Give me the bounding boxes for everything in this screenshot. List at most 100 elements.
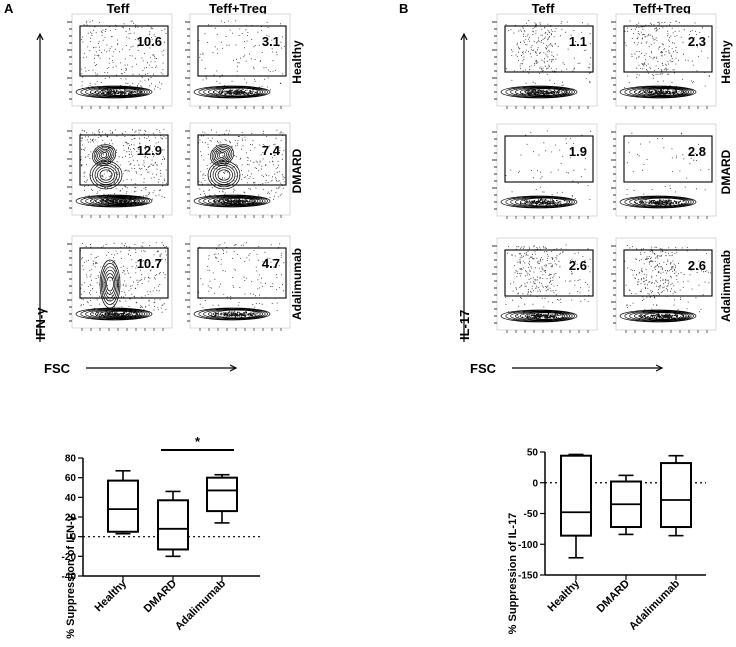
gate-percentage: 1.1 <box>569 34 587 49</box>
gate-percentage: 7.4 <box>262 143 281 158</box>
contour-line <box>218 152 226 158</box>
contour-line <box>629 310 692 322</box>
flow-plot: 10.7 <box>67 235 173 331</box>
contour-line <box>500 85 578 99</box>
gate-rectangle <box>79 25 169 77</box>
gate-percentage: 3.1 <box>262 34 280 49</box>
iqr-box <box>157 499 189 551</box>
box-dmard <box>610 474 642 536</box>
contour-line <box>638 197 687 207</box>
contour-line <box>97 148 111 162</box>
flow-cytometry-layer: A Teff Teff+Treg IFN-γ FSC Healthy 10.6 3.1 DMAR… <box>4 1 733 376</box>
contour-line <box>193 307 271 321</box>
contour-line <box>634 87 690 97</box>
column-header: Teff+Treg <box>633 1 691 16</box>
contour-line <box>519 311 568 321</box>
contour-line <box>524 312 566 320</box>
contour-line <box>99 88 141 96</box>
contour-line <box>624 86 694 98</box>
box-healthy <box>560 453 592 559</box>
gate-rectangle <box>504 25 594 73</box>
flow-plot: 1.1 <box>492 13 598 109</box>
contour-line <box>515 311 571 321</box>
gate-percentage: 2.6 <box>688 258 706 273</box>
row-label: Healthy <box>719 40 733 84</box>
contour-line <box>193 194 271 208</box>
category-label: Adalimumab <box>173 577 228 632</box>
gate-percentage: 2.8 <box>688 144 706 159</box>
contour-line <box>203 86 266 98</box>
contour-line <box>91 144 117 166</box>
population-cloud <box>516 88 570 96</box>
y-tick-label: 80 <box>65 454 77 465</box>
contour-line <box>624 196 694 208</box>
contour-line <box>198 195 268 207</box>
population-cloud <box>91 198 144 206</box>
contour-line <box>99 259 121 309</box>
gate-rectangle <box>197 247 287 299</box>
population-cloud <box>517 198 570 207</box>
contour-line <box>510 86 573 98</box>
y-tick-label: 50 <box>527 448 539 459</box>
contour-line <box>211 145 233 165</box>
contour-line <box>193 85 271 99</box>
contour-line <box>80 86 150 98</box>
contour-line <box>638 311 687 321</box>
column-header: Teff <box>532 1 556 16</box>
category-label: DMARD <box>595 578 632 615</box>
contour-line <box>643 312 685 320</box>
contour-line <box>212 196 261 206</box>
contour-line <box>203 308 266 320</box>
event-dots <box>198 129 285 200</box>
column-header: Teff+Treg <box>209 1 267 16</box>
panel-letter: A <box>4 1 14 16</box>
population-cloud <box>211 88 258 96</box>
box-plot: -150 -100 -50 0 50 % Suppression of IL-17 Heal… <box>507 448 706 634</box>
contour-line <box>106 276 114 292</box>
contour-line <box>619 195 697 209</box>
contour-line <box>100 263 120 305</box>
contour-line <box>90 196 146 206</box>
contour-line <box>215 167 233 183</box>
contour-line <box>634 311 690 321</box>
box-healthy <box>107 469 139 535</box>
contour-line <box>519 87 568 97</box>
panel-letter: B <box>399 1 408 16</box>
gate-percentage: 2.3 <box>688 34 706 49</box>
contour-line <box>198 308 268 320</box>
y-tick-label: -150 <box>518 571 538 582</box>
row-label: DMARD <box>290 148 304 193</box>
contour-line <box>510 310 573 322</box>
event-dots <box>505 244 591 315</box>
flow-plot: 10.6 <box>67 13 173 109</box>
x-axis-label: FSC <box>470 361 497 376</box>
contour-line <box>215 148 229 162</box>
flow-plot: 12.9 <box>67 122 173 218</box>
contour-line <box>75 194 153 208</box>
gate-rectangle <box>623 249 713 297</box>
y-tick-label: 0 <box>70 532 76 543</box>
box-adalimumab <box>660 454 692 537</box>
contour-line <box>99 169 113 181</box>
contour-line <box>104 273 116 295</box>
contour-line <box>203 195 266 207</box>
contour-line <box>500 195 578 209</box>
contour-line <box>104 310 138 318</box>
y-tick-label: -40 <box>62 572 77 583</box>
contour-line <box>619 309 697 323</box>
category-label: Healthy <box>546 577 583 614</box>
contour-line <box>216 150 228 160</box>
contour-line <box>99 310 141 318</box>
contour-line <box>217 197 259 205</box>
y-tick-label: 40 <box>65 493 77 504</box>
gate-rectangle <box>197 25 287 77</box>
contour-line <box>89 160 123 190</box>
contour-line <box>102 266 118 302</box>
box-plot: -40 -20 0 20 40 60 80 % Suppression of IFN-γ Hea… <box>62 434 260 639</box>
contour-line <box>510 196 573 208</box>
population-cloud <box>634 199 685 207</box>
flow-plot: 1.9 <box>492 123 598 219</box>
y-tick-label: -100 <box>518 540 538 551</box>
significance-marker: * <box>195 434 201 449</box>
